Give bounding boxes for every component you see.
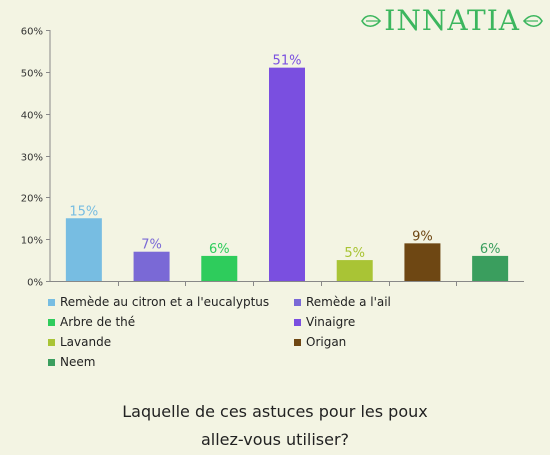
- y-tick-label: 40%: [21, 111, 43, 122]
- poll-question: Laquelle de ces astuces pour les poux al…: [0, 398, 550, 454]
- bar: [133, 251, 170, 281]
- legend-label: Neem: [60, 355, 96, 369]
- legend-item: Vinaigre: [294, 315, 528, 329]
- bar: [404, 243, 441, 281]
- y-tick-label: 0%: [27, 278, 43, 289]
- legend-item: Lavande: [48, 335, 294, 349]
- bar: [201, 255, 238, 281]
- legend-label: Remède au citron et a l'eucalyptus: [60, 295, 270, 309]
- bar: [472, 255, 509, 281]
- legend-swatch: [294, 298, 301, 306]
- bar-value-label: 9%: [412, 229, 433, 244]
- legend-swatch: [294, 338, 301, 346]
- bar: [269, 67, 305, 282]
- y-tick-label: 30%: [21, 153, 43, 164]
- legend-label: Arbre de thé: [60, 315, 136, 329]
- bar-value-label: 6%: [209, 242, 230, 257]
- legend-item: Remède a l'ail: [294, 295, 528, 309]
- legend-item: Origan: [294, 335, 528, 349]
- poll-question-line-1: Laquelle de ces astuces pour les poux: [122, 402, 428, 421]
- legend-swatch: [294, 318, 301, 326]
- legend-label: Lavande: [60, 335, 112, 349]
- leaf-swirl-right-icon: [522, 14, 543, 27]
- legend-swatch: [48, 358, 55, 366]
- legend-label: Remède a l'ail: [306, 295, 391, 309]
- bar-value-label: 15%: [69, 204, 98, 219]
- legend-swatch: [48, 298, 55, 306]
- bar-value-label: 5%: [344, 246, 365, 261]
- leaf-swirl-left-icon: [361, 14, 382, 27]
- legend-swatch: [48, 318, 55, 326]
- poll-question-line-2: allez-vous utiliser?: [200, 430, 350, 449]
- y-tick-label: 20%: [21, 194, 43, 205]
- legend-item: Remède au citron et a l'eucalyptus: [48, 295, 294, 309]
- legend-label: Origan: [306, 335, 347, 349]
- y-tick-label: 60%: [21, 27, 43, 38]
- innatia-logo: INNATIA: [360, 4, 544, 37]
- chart-legend: Remède au citron et a l'eucalyptus Remède…: [48, 295, 528, 369]
- legend-swatch: [48, 338, 55, 346]
- y-tick-label: 10%: [21, 236, 43, 247]
- bar-value-label: 7%: [141, 238, 162, 253]
- bar: [336, 260, 373, 281]
- legend-label: Vinaigre: [306, 315, 356, 329]
- logo-text: INNATIA: [384, 4, 520, 37]
- bar-value-label: 51%: [273, 54, 302, 69]
- legend-item: Arbre de thé: [48, 315, 294, 329]
- y-tick-label: 50%: [21, 69, 43, 80]
- legend-item: Neem: [48, 355, 294, 369]
- bar-chart: 0% 10% 20% 30% 40% 50% 60% 15% 7% 6% 51% 5% 9% 6%: [21, 27, 524, 289]
- bar-value-label: 6%: [480, 242, 501, 257]
- bar: [65, 218, 102, 281]
